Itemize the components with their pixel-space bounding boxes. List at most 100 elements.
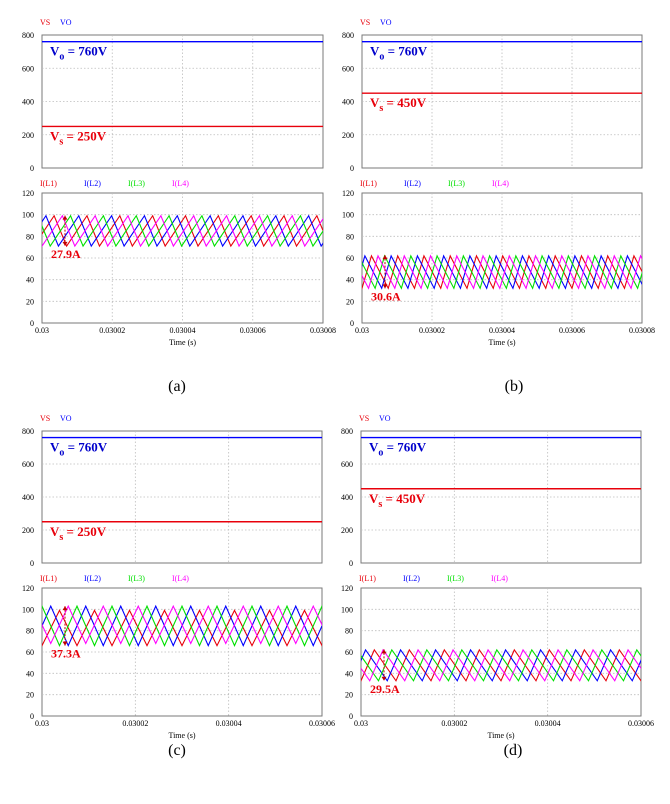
vo-annotation: Vo = 760V <box>50 44 108 63</box>
current-y-tick-label: 80 <box>345 627 353 636</box>
current-y-tick-label: 60 <box>345 648 353 657</box>
ripple-annotation: 29.5A <box>370 682 400 696</box>
current-legend-entry: I(L1) <box>360 179 377 188</box>
x-tick-label: 0.03 <box>355 326 369 335</box>
current-y-tick-label: 100 <box>342 211 354 220</box>
current-legend-entry: I(L3) <box>128 179 145 188</box>
current-y-tick-label: 100 <box>341 605 353 614</box>
current-wave-il4 <box>42 214 323 248</box>
voltage-plot: VS VO 0 200 400 600 800 Vo = 760V Vs = 450V <box>341 414 642 568</box>
current-legend-entry: I(L3) <box>447 574 464 583</box>
voltage-y-tick-label: 600 <box>22 460 34 469</box>
voltage-y-tick-label: 600 <box>342 64 354 73</box>
vo-annotation: Vo = 760V <box>369 440 427 459</box>
current-y-tick-label: 120 <box>342 189 354 198</box>
current-legend-entry: I(L4) <box>172 574 189 583</box>
current-y-tick-label: 80 <box>26 627 34 636</box>
voltage-y-tick-label: 400 <box>22 493 34 502</box>
vs-annotation: Vs = 250V <box>50 524 107 543</box>
current-wave-il4 <box>42 604 322 645</box>
x-tick-label: 0.03 <box>35 326 49 335</box>
voltage-plot: VS VO 0 200 400 600 800 Vo = 760V Vs = 450V <box>342 18 643 173</box>
voltage-plot: VS VO 0 200 400 600 800 Vo = 760V Vs = 250V <box>22 18 324 173</box>
current-y-tick-label: 80 <box>346 232 354 241</box>
voltage-legend-entry: VO <box>60 18 72 27</box>
current-y-tick-label: 100 <box>22 605 34 614</box>
voltage-y-tick-label: 0 <box>30 559 34 568</box>
current-y-tick-label: 60 <box>26 648 34 657</box>
voltage-y-tick-label: 800 <box>22 427 34 436</box>
ripple-annotation: 30.6A <box>371 289 401 303</box>
x-tick-label: 0.03006 <box>309 719 335 728</box>
current-y-tick-label: 0 <box>30 712 34 721</box>
current-y-tick-label: 40 <box>26 276 34 285</box>
voltage-legend-entry: VS <box>359 414 369 423</box>
current-legend-entry: I(L3) <box>128 574 145 583</box>
voltage-y-tick-label: 600 <box>341 460 353 469</box>
current-y-tick-label: 40 <box>346 276 354 285</box>
current-legend-entry: I(L2) <box>84 179 101 188</box>
voltage-plot: VS VO 0 200 400 600 800 Vo = 760V Vs = 250V <box>22 414 323 568</box>
x-axis-label: Time (s) <box>487 731 514 740</box>
current-y-tick-label: 0 <box>30 319 34 328</box>
current-y-tick-label: 20 <box>26 691 34 700</box>
current-y-tick-label: 60 <box>346 254 354 263</box>
current-plot: I(L1) I(L2) I(L3) I(L4) 0 20 40 60 80 100 120 0.03 0… <box>22 574 335 740</box>
current-legend-entry: I(L4) <box>491 574 508 583</box>
current-y-tick-label: 40 <box>26 669 34 678</box>
voltage-y-tick-label: 200 <box>342 131 354 140</box>
current-legend-entry: I(L2) <box>403 574 420 583</box>
current-y-tick-label: 120 <box>22 584 34 593</box>
x-tick-label: 0.03006 <box>240 326 266 335</box>
voltage-legend-entry: VO <box>60 414 72 423</box>
current-y-tick-label: 120 <box>22 189 34 198</box>
subfigure-label: (b) <box>505 378 524 395</box>
voltage-legend-entry: VS <box>40 18 50 27</box>
current-legend-entry: I(L2) <box>404 179 421 188</box>
x-tick-label: 0.03008 <box>310 326 336 335</box>
current-legend-entry: I(L3) <box>448 179 465 188</box>
x-tick-label: 0.03002 <box>122 719 148 728</box>
current-legend-entry: I(L4) <box>172 179 189 188</box>
current-legend-entry: I(L4) <box>492 179 509 188</box>
x-tick-label: 0.03004 <box>535 719 561 728</box>
current-y-tick-label: 40 <box>345 669 353 678</box>
x-tick-label: 0.03002 <box>419 326 445 335</box>
x-tick-label: 0.03004 <box>170 326 196 335</box>
current-legend-entry: I(L1) <box>40 574 57 583</box>
ripple-annotation: 27.9A <box>51 247 81 261</box>
vo-annotation: Vo = 760V <box>50 440 108 459</box>
ripple-arrow-head-top <box>381 649 387 654</box>
voltage-y-tick-label: 800 <box>22 31 34 40</box>
x-tick-label: 0.03008 <box>629 326 655 335</box>
voltage-legend-entry: VO <box>380 18 392 27</box>
ripple-arrow-head-bottom <box>381 676 387 681</box>
x-tick-label: 0.03006 <box>628 719 654 728</box>
voltage-y-tick-label: 0 <box>350 164 354 173</box>
current-wave-il3 <box>361 648 641 682</box>
x-axis-label: Time (s) <box>169 338 196 347</box>
current-wave-il3 <box>362 254 642 290</box>
x-tick-label: 0.03004 <box>489 326 515 335</box>
ripple-arrow-head-top <box>382 255 388 260</box>
current-wave-il1 <box>42 609 322 647</box>
voltage-grid <box>42 431 322 563</box>
vs-annotation: Vs = 250V <box>50 128 107 147</box>
voltage-y-tick-label: 200 <box>22 526 34 535</box>
vs-annotation: Vs = 450V <box>369 491 426 510</box>
x-tick-label: 0.03006 <box>559 326 585 335</box>
current-legend-entry: I(L2) <box>84 574 101 583</box>
x-tick-label: 0.03 <box>354 719 368 728</box>
x-axis-label: Time (s) <box>168 731 195 740</box>
x-tick-label: 0.03002 <box>99 326 125 335</box>
voltage-grid <box>361 431 641 563</box>
current-wave-il4 <box>362 254 642 290</box>
current-y-tick-label: 100 <box>22 211 34 220</box>
